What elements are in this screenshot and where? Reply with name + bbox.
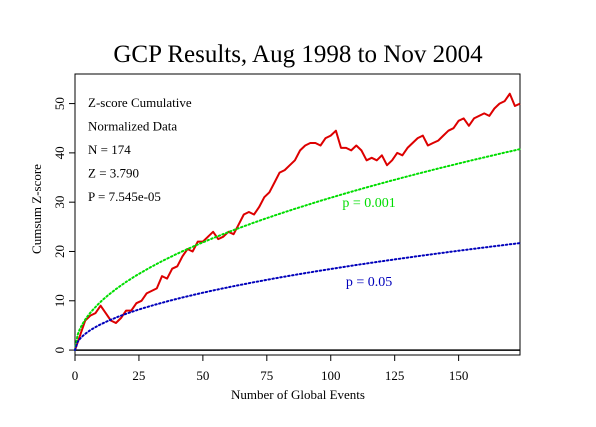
x-tick-label: 100: [321, 368, 341, 383]
y-tick-label: 30: [52, 196, 67, 209]
y-tick-label: 10: [52, 294, 67, 307]
stats-line: Z-score Cumulative: [88, 95, 192, 110]
threshold-curve-line: [74, 148, 521, 352]
y-tick-label: 0: [52, 347, 67, 354]
plot-frame: [74, 73, 521, 356]
chart-title: GCP Results, Aug 1998 to Nov 2004: [113, 41, 483, 68]
stats-line: Normalized Data: [88, 119, 177, 134]
y-tick-label: 50: [52, 97, 67, 110]
y-tick-label: 20: [52, 245, 67, 258]
y-tick-label: 40: [52, 146, 67, 159]
x-tick-label: 75: [260, 368, 273, 383]
x-tick-label: 25: [132, 368, 145, 383]
cumulative-zscore-line: [74, 92, 521, 351]
stats-line: P = 7.545e-05: [88, 189, 161, 204]
curve-label: p = 0.05: [346, 275, 392, 290]
y-axis-label: Cumsum Z-score: [29, 164, 44, 254]
stats-box: Z-score Cumulative Normalized Data N = 174…: [88, 95, 192, 204]
x-tick-label: 50: [196, 368, 209, 383]
stats-line: Z = 3.790: [88, 166, 139, 181]
x-tick-label: 125: [385, 368, 405, 383]
x-axis: 0 25 50 75 100 125 150: [72, 355, 469, 383]
y-axis: 0 10 20 30 40 50: [52, 97, 75, 353]
stats-line: N = 174: [88, 142, 131, 157]
curve-labels: p = 0.001 p = 0.05: [342, 196, 395, 290]
threshold-curve-line: [74, 242, 521, 352]
x-tick-label: 150: [449, 368, 469, 383]
curve-label: p = 0.001: [342, 196, 395, 211]
x-axis-label: Number of Global Events: [231, 387, 365, 402]
x-tick-label: 0: [72, 368, 79, 383]
series-group: [74, 92, 521, 352]
